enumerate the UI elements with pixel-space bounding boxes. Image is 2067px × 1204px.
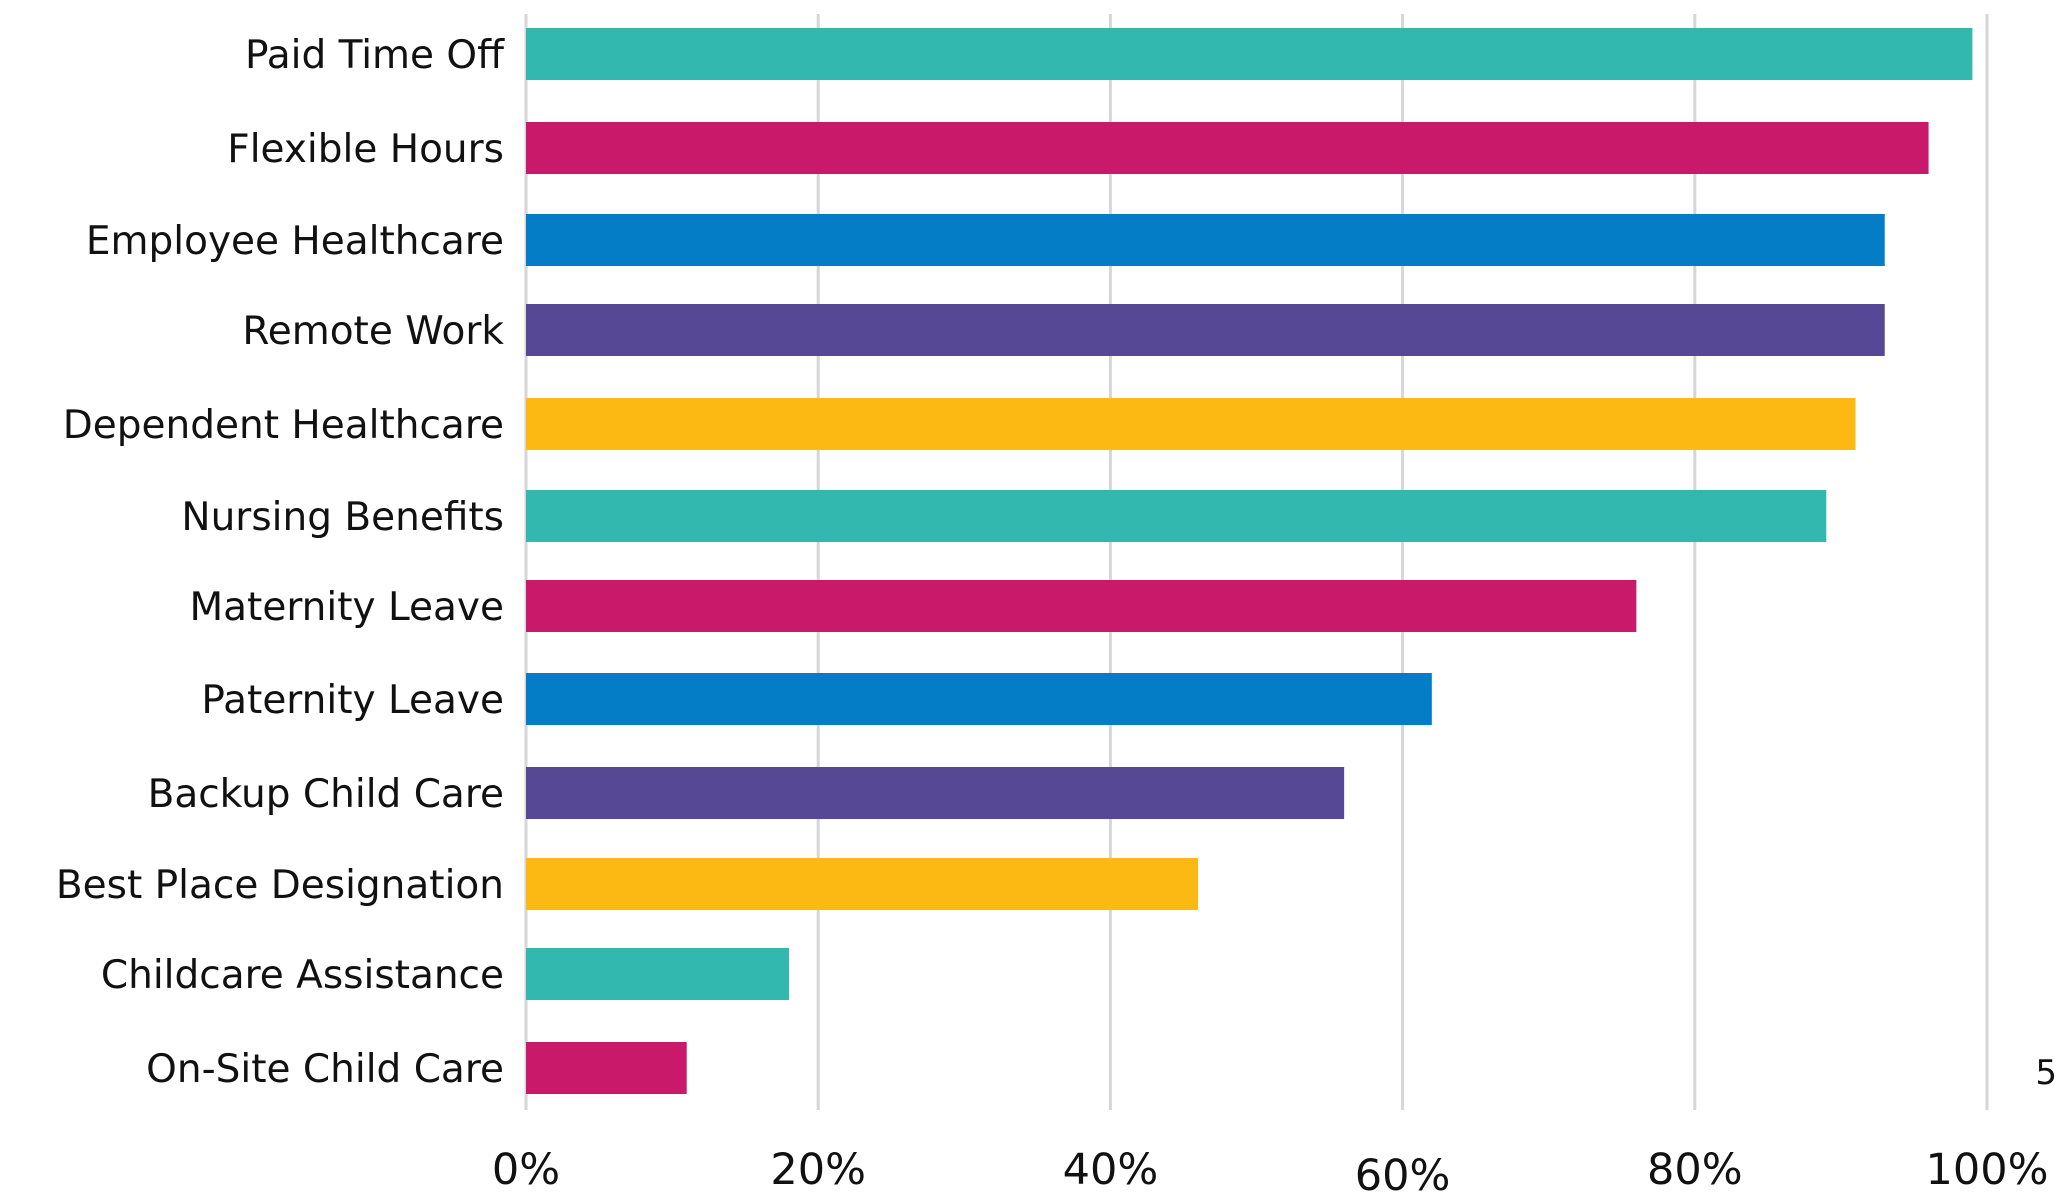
bar-dependent-healthcare — [526, 398, 1856, 450]
bar-nursing-benefits — [526, 490, 1827, 542]
category-label: Employee Healthcare — [86, 219, 504, 264]
category-labels: Paid Time Off Flexible Hours Employee Heal… — [56, 33, 505, 1092]
bar-best-place-designation — [526, 858, 1199, 910]
footnote-marker: 5 — [2035, 1053, 2057, 1093]
x-tick-label: 100% — [1926, 1145, 2049, 1195]
bar-paternity-leave — [526, 673, 1432, 725]
bar-paid-time-off — [526, 28, 1973, 80]
bar-maternity-leave — [526, 580, 1637, 632]
x-axis-tick-labels: 0% 20% 40% 60% 80% 100% — [492, 1145, 2049, 1201]
category-label: Maternity Leave — [189, 585, 504, 630]
category-label: Flexible Hours — [227, 127, 504, 172]
category-label: Remote Work — [242, 309, 504, 354]
gridlines — [524, 14, 1989, 1110]
category-label: Dependent Healthcare — [63, 403, 504, 448]
bars — [526, 28, 1973, 1094]
category-label: Paid Time Off — [245, 33, 505, 78]
category-label: Nursing Benefits — [181, 495, 504, 540]
bar-childcare-assistance — [526, 948, 789, 1000]
category-label: On-Site Child Care — [146, 1047, 504, 1092]
x-tick-label: 80% — [1647, 1145, 1743, 1195]
x-tick-label: 60% — [1355, 1151, 1451, 1201]
category-label: Childcare Assistance — [101, 953, 504, 998]
x-tick-label: 20% — [770, 1145, 866, 1195]
category-label: Paternity Leave — [201, 678, 504, 723]
bar-backup-child-care — [526, 767, 1345, 819]
category-label: Backup Child Care — [148, 772, 504, 817]
bar-remote-work — [526, 304, 1885, 356]
x-tick-label: 0% — [492, 1145, 560, 1195]
bar-on-site-child-care — [526, 1042, 687, 1094]
bar-employee-healthcare — [526, 214, 1885, 266]
x-tick-label: 40% — [1063, 1145, 1159, 1195]
bar-flexible-hours — [526, 122, 1929, 174]
category-label: Best Place Designation — [56, 863, 504, 908]
